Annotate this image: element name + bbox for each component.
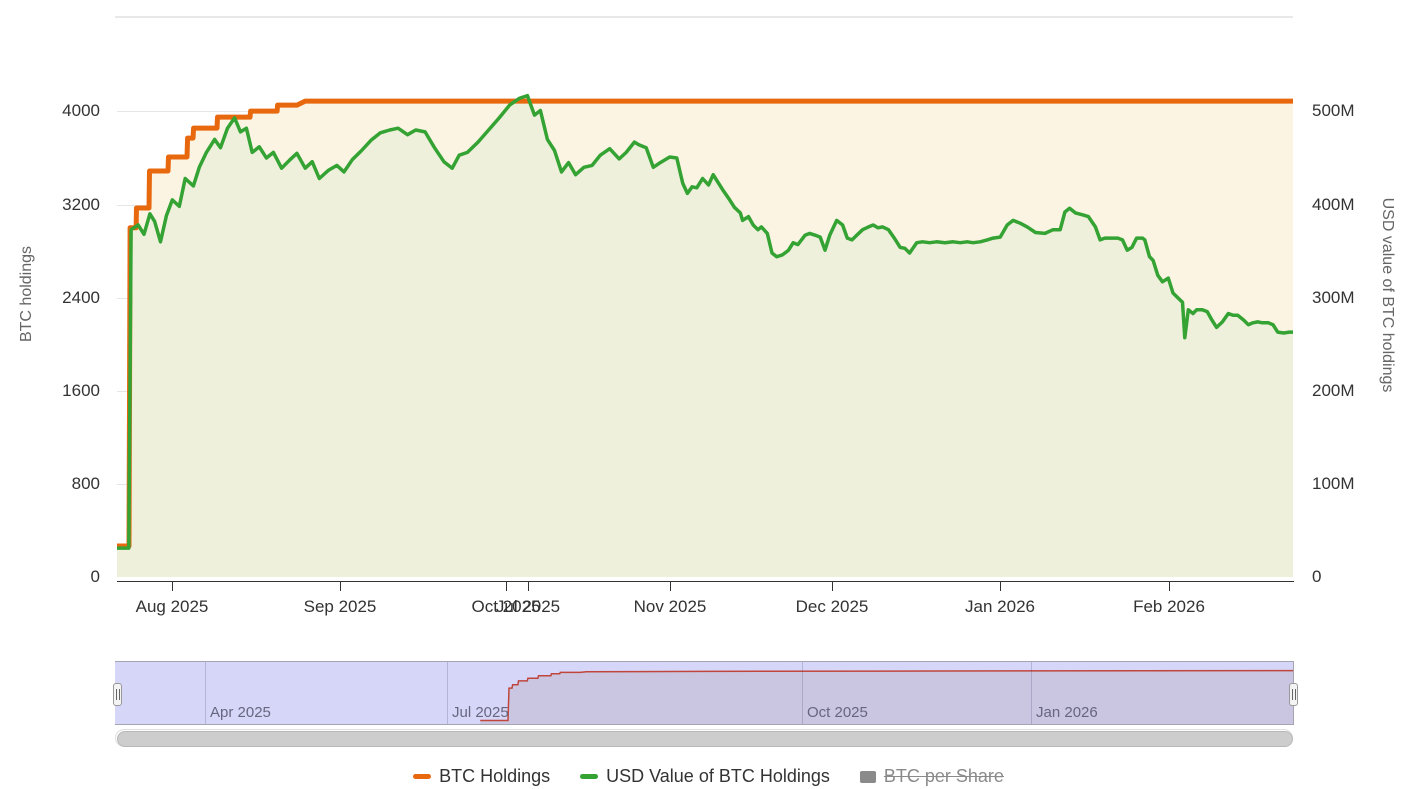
navigator-right-handle[interactable]	[1289, 683, 1298, 706]
navigator-axis-label: Oct 2025	[807, 704, 868, 721]
legend-label: USD Value of BTC Holdings	[606, 766, 830, 786]
navigator-series-line	[480, 669, 1293, 722]
navigator-left-handle[interactable]	[113, 683, 122, 706]
navigator-axis-label: Jul 2025	[452, 704, 509, 721]
x-axis-label: Jan 2026	[965, 597, 1035, 616]
right-axis-title: USD value of BTC holdings	[1379, 197, 1396, 393]
scrollbar-track[interactable]	[115, 729, 1293, 747]
legend-column-marker	[859, 770, 876, 783]
navigator-series	[480, 669, 1293, 724]
navigator-gridline	[447, 662, 448, 724]
legend-label: BTC per Share	[883, 766, 1004, 786]
x-axis-label: Feb 2026	[1133, 597, 1205, 616]
x-axis-label: Sep 2025	[303, 597, 377, 616]
btc-holdings-line	[117, 98, 1293, 549]
x-axis-label: Nov 2025	[633, 597, 707, 616]
x-axis-line	[117, 581, 1294, 582]
x-axis-tick	[172, 581, 173, 591]
left-axis-tick-label: 1600	[62, 380, 100, 400]
x-axis-tick	[1169, 581, 1170, 591]
navigator[interactable]: Apr 2025 Jul 2025 Oct 2025 Jan 2026	[115, 661, 1294, 725]
x-axis-tick	[528, 581, 529, 591]
left-axis-tick-label: 4000	[62, 101, 100, 121]
main-plot-area[interactable]	[117, 90, 1293, 577]
right-axis-tick-label: 300M	[1312, 287, 1355, 307]
left-axis-tick-label: 800	[71, 473, 100, 493]
right-axis-tick-label: 0	[1312, 567, 1322, 586]
navigator-gridline	[802, 662, 803, 724]
x-axis-tick	[1000, 581, 1001, 591]
x-axis-label: Jul 2025	[495, 597, 561, 616]
legend-item-btc-per-share[interactable]: BTC per Share	[859, 766, 1004, 787]
left-axis-tick-label: 0	[90, 567, 100, 586]
left-axis-tick-label: 2400	[62, 287, 100, 307]
right-axis-tick-label: 200M	[1312, 380, 1355, 400]
navigator-gridline	[205, 662, 206, 724]
right-axis-tick-label: 500M	[1312, 101, 1355, 121]
legend-label: BTC Holdings	[439, 766, 551, 786]
x-axis-tick	[670, 581, 671, 591]
x-axis-tick	[340, 581, 341, 591]
right-axis-tick-label: 400M	[1312, 194, 1355, 214]
legend: BTC Holdings USD Value of BTC Holdings BTC…	[0, 766, 1417, 787]
navigator-gridline	[1031, 662, 1032, 724]
x-axis-label: Dec 2025	[795, 597, 869, 616]
usd-value-of-btc-holdings-line	[117, 93, 1293, 550]
legend-line-marker	[413, 774, 432, 779]
x-axis-label: Oct 2025	[471, 597, 541, 616]
left-axis-tick-label: 3200	[62, 194, 100, 214]
legend-item-btc-holdings[interactable]: BTC Holdings	[413, 766, 550, 787]
legend-item-usd-value-of-btc-holdings[interactable]: USD Value of BTC Holdings	[580, 766, 830, 787]
right-axis-tick-label: 100M	[1312, 473, 1355, 493]
navigator-axis-label: Jan 2026	[1036, 704, 1098, 721]
scrollbar-thumb[interactable]	[117, 731, 1293, 747]
legend-line-marker	[580, 774, 599, 779]
top-divider	[115, 16, 1293, 18]
x-axis-tick	[506, 581, 507, 591]
navigator-series-area	[480, 670, 1293, 724]
navigator-axis-label: Apr 2025	[210, 704, 271, 721]
x-axis-label: Aug 2025	[135, 597, 209, 616]
usd-value-of-btc-holdings-area	[117, 95, 1293, 577]
x-axis-tick	[832, 581, 833, 591]
